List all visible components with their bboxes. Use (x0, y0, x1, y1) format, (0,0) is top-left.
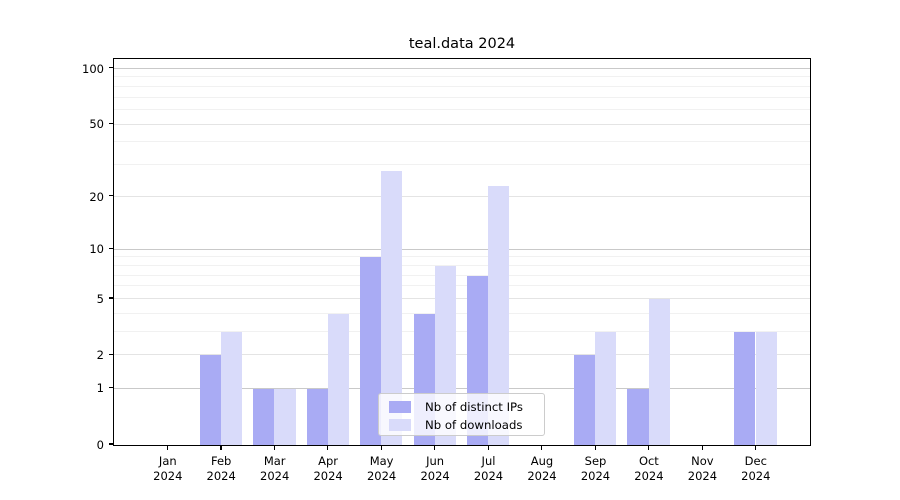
x-tick-label-jan: Jan 2024 (153, 454, 183, 483)
gridline-y60 (114, 108, 810, 110)
gridline-y6 (114, 285, 810, 287)
x-tick-label-feb: Feb 2024 (206, 454, 236, 483)
x-tick-apr (327, 446, 329, 451)
bar-downloads-mar (274, 388, 296, 445)
bar-distinct-ips-oct (627, 388, 649, 445)
gridline-y90 (114, 76, 810, 78)
gridline-y70 (114, 96, 810, 98)
y-tick-label-5: 5 (96, 291, 104, 306)
bar-downloads-dec (755, 332, 777, 445)
y-tick-10 (108, 247, 113, 250)
x-tick-oct (648, 446, 650, 451)
gridline-y1 (114, 387, 810, 389)
x-tick-label-apr: Apr 2024 (313, 454, 343, 483)
bar-downloads-sep (595, 332, 617, 445)
y-tick-label-50: 50 (89, 117, 104, 132)
gridline-y80 (114, 85, 810, 87)
bar-downloads-may (381, 170, 403, 445)
y-tick-label-1: 1 (96, 381, 104, 396)
x-tick-feb (220, 446, 222, 451)
bar-downloads-jul (488, 185, 510, 445)
legend-label-distinct-ips: Nb of distinct IPs (425, 400, 523, 414)
x-tick-nov (701, 446, 703, 451)
y-tick-100 (108, 67, 113, 69)
bar-distinct-ips-sep (574, 355, 596, 445)
x-tick-dec (754, 446, 757, 451)
gridline-y30 (114, 164, 810, 166)
legend: Nb of distinct IPs Nb of downloads (378, 393, 545, 436)
bar-distinct-ips-dec (734, 332, 756, 445)
y-tick-1 (108, 386, 113, 389)
y-tick-20 (108, 195, 113, 197)
x-tick-jun (434, 446, 436, 451)
gridline-y4 (114, 312, 810, 314)
x-tick-label-sep: Sep 2024 (580, 454, 611, 483)
plot-area (108, 58, 811, 451)
gridline-y2 (114, 354, 810, 356)
bar-downloads-feb (220, 332, 243, 445)
x-tick-sep (594, 446, 596, 451)
bar-downloads-oct (648, 298, 670, 445)
x-tick-label-jul: Jul 2024 (473, 454, 504, 483)
gridline-y40 (114, 141, 810, 143)
y-tick-label-10: 10 (89, 242, 104, 257)
legend-swatch-distinct-ips (389, 401, 411, 413)
x-tick-aug (541, 446, 543, 451)
legend-label-downloads: Nb of downloads (425, 418, 523, 432)
x-tick-label-aug: Aug 2024 (527, 454, 557, 483)
bar-distinct-ips-feb (199, 355, 221, 445)
x-tick-jan (166, 446, 169, 451)
gridline-y7 (114, 274, 810, 276)
gridline-y3 (114, 331, 810, 332)
legend-swatch-downloads (389, 419, 411, 431)
gridline-y50 (114, 123, 810, 125)
x-tick-label-oct: Oct 2024 (634, 454, 664, 483)
x-tick-jul (487, 446, 489, 451)
gridline-y5 (114, 297, 810, 299)
x-tick-may (380, 446, 382, 451)
y-tick-5 (108, 297, 113, 299)
y-tick-label-2: 2 (96, 348, 104, 363)
x-tick-mar (273, 446, 276, 451)
bar-distinct-ips-mar (253, 388, 275, 445)
x-tick-label-may: May 2024 (366, 454, 397, 483)
y-tick-label-20: 20 (89, 189, 104, 204)
gridline-y8 (114, 264, 810, 266)
x-tick-label-nov: Nov 2024 (687, 454, 718, 483)
legend-item-distinct-ips: Nb of distinct IPs (389, 398, 544, 416)
y-tick-50 (108, 122, 113, 125)
gridline-y100 (114, 67, 810, 69)
bar-distinct-ips-may (360, 257, 382, 445)
gridline-y10 (114, 248, 810, 250)
x-tick-label-mar: Mar 2024 (260, 454, 290, 483)
bar-distinct-ips-apr (306, 388, 328, 445)
y-tick-label-0: 0 (96, 437, 104, 452)
chart-title: teal.data 2024 (408, 36, 516, 52)
gridline-y9 (114, 256, 810, 258)
x-tick-label-dec: Dec 2024 (741, 454, 771, 483)
bar-downloads-apr (327, 313, 349, 445)
y-tick-2 (108, 353, 113, 356)
gridline-y20 (114, 195, 810, 197)
y-tick-label-100: 100 (82, 61, 104, 76)
x-tick-label-jun: Jun 2024 (420, 454, 450, 483)
y-tick-0 (108, 443, 113, 445)
legend-item-downloads: Nb of downloads (389, 416, 544, 434)
